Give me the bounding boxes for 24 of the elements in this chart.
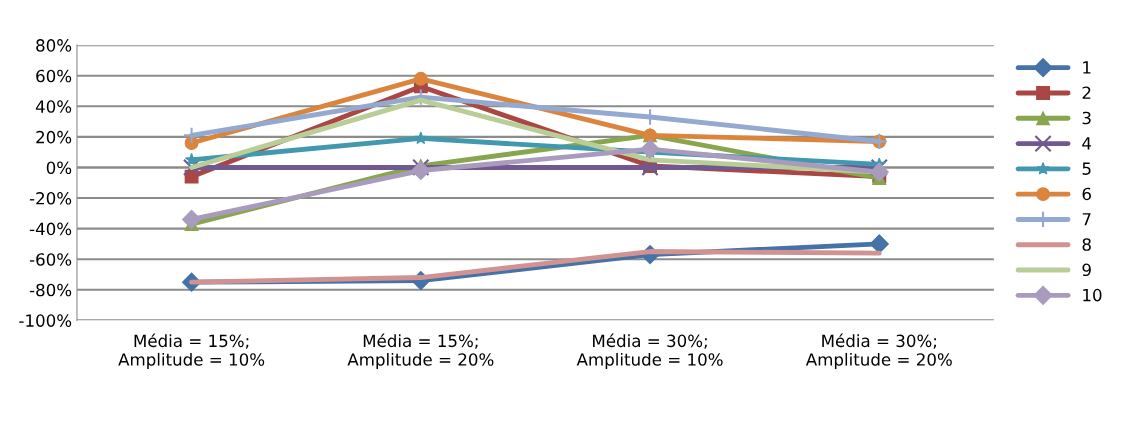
legend-label: 6 xyxy=(1082,187,1091,201)
legend-label: 9 xyxy=(1082,263,1091,277)
legend-label: 4 xyxy=(1082,137,1092,150)
x-tick-label: Média = 15%; Amplitude = 20% xyxy=(347,333,494,370)
y-tick-label: -80% xyxy=(29,283,72,297)
legend-label: 1 xyxy=(1083,61,1091,74)
y-tick-label: -100% xyxy=(19,314,72,327)
legend-label: 8 xyxy=(1082,238,1091,251)
x-tick-label: Média = 15%; Amplitude = 10% xyxy=(118,333,265,370)
y-tick-label: -40% xyxy=(29,222,72,236)
y-tick-label: -60% xyxy=(29,253,72,266)
y-tick-label: 80% xyxy=(36,39,72,52)
legend-label: 10 xyxy=(1083,288,1102,302)
x-tick-label: Média = 30%; Amplitude = 20% xyxy=(805,333,952,370)
legend-label: 2 xyxy=(1082,86,1091,99)
legend-label: 7 xyxy=(1082,213,1091,226)
y-tick-label: 0% xyxy=(46,161,72,175)
legend-label: 5 xyxy=(1082,162,1091,175)
x-tick-label: Média = 30%; Amplitude = 10% xyxy=(576,333,723,370)
y-tick-label: 20% xyxy=(36,130,72,144)
y-tick-label: -20% xyxy=(29,192,72,205)
legend-label: 3 xyxy=(1082,111,1091,125)
y-tick-label: 40% xyxy=(35,100,72,113)
y-tick-label: 60% xyxy=(36,69,72,83)
